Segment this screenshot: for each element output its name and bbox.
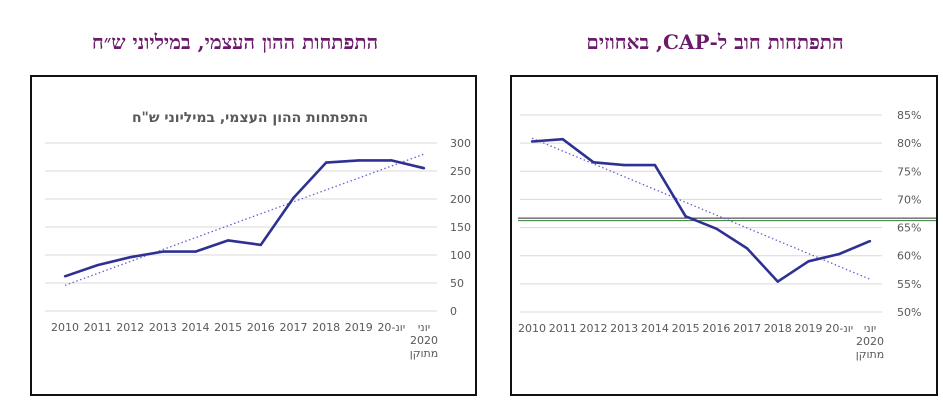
debt-x-tick-label: 2016	[702, 322, 730, 335]
equity-x-tick-label: יוני	[418, 321, 430, 334]
equity-y-tick-label: 300	[450, 137, 471, 150]
equity-x-tick-label: 2013	[149, 321, 177, 334]
equity-data-point	[161, 250, 165, 253]
equity-data-point	[226, 239, 230, 242]
equity-data-point	[422, 167, 426, 170]
debt-x-tick-label: 2015	[672, 322, 700, 335]
debt-y-tick-label: 85%	[897, 109, 921, 122]
debt-data-point	[745, 247, 749, 250]
equity-y-tick-label: 250	[450, 165, 471, 178]
equity-data-point	[324, 161, 328, 164]
debt-x-tick-label: 2019	[795, 322, 823, 335]
debt-y-tick-label: 75%	[897, 165, 921, 178]
debt-x-tick-label: 2011	[549, 322, 577, 335]
equity-x-tick-label: 2017	[279, 321, 307, 334]
equity-data-point	[259, 243, 263, 247]
equity-data-point	[390, 159, 393, 162]
equity-data-point	[357, 159, 360, 162]
equity-y-tick-label: 200	[450, 193, 471, 206]
debt-data-point	[838, 252, 841, 256]
equity-x-tick-label: 2011	[84, 321, 112, 334]
debt-x-tick-label: מתוקן	[856, 348, 885, 361]
equity-data-point	[96, 263, 99, 267]
debt-to-cap-heading: התפתחות חוב ל-CAP, באחוזים	[586, 30, 844, 54]
equity-chart: התפתחות ההון העצמי, במיליוני ש"ח 0 50 100 15…	[30, 75, 477, 396]
debt-y-tick-label: 55%	[897, 278, 921, 291]
equity-chart-svg: התפתחות ההון העצמי, במיליוני ש"ח 0 50 100 15…	[45, 110, 471, 360]
equity-x-tick-label: 2019	[345, 321, 373, 334]
debt-data-point	[807, 260, 810, 263]
debt-y-tick-label: 60%	[897, 250, 921, 263]
debt-y-tick-label: 70%	[897, 193, 921, 206]
equity-x-tick-label: יונ-20	[377, 321, 405, 334]
equity-y-tick-label: 150	[450, 221, 471, 234]
debt-data-point	[868, 239, 872, 243]
equity-x-tick-label: 2020	[410, 334, 438, 347]
debt-x-tick-label: 2017	[733, 322, 761, 335]
debt-to-cap-chart-svg: 50% 55% 60% 65% 70% 75% 80% 85% 2010 2011 2012 2013…	[518, 109, 936, 361]
debt-data-point	[776, 280, 780, 283]
equity-data-point	[194, 250, 197, 253]
debt-x-tick-label: יונ-20	[825, 322, 853, 335]
debt-x-tick-label: 2014	[641, 322, 669, 335]
debt-x-tick-label: 2013	[610, 322, 638, 335]
debt-data-point	[561, 138, 564, 141]
equity-x-tick-label: 2015	[214, 321, 242, 334]
equity-y-tick-label: 100	[450, 249, 471, 262]
equity-x-tick-label: 2010	[51, 321, 79, 334]
debt-x-tick-label: 2010	[518, 322, 546, 335]
equity-heading: התפתחות ההון העצמי, במיליוני ש״ח	[91, 30, 379, 54]
equity-x-tick-label: מתוקן	[410, 347, 439, 360]
debt-data-point	[622, 163, 626, 167]
debt-data-point	[592, 161, 595, 164]
debt-data-point	[653, 163, 657, 167]
debt-series-line	[531, 137, 871, 283]
equity-y-tick-label: 50	[450, 277, 464, 290]
debt-data-point	[715, 227, 718, 230]
debt-x-tick-label: 2018	[764, 322, 792, 335]
debt-x-tick-label: 2020	[856, 335, 884, 348]
equity-x-tick-label: 2018	[312, 321, 340, 334]
debt-y-tick-label: 65%	[897, 222, 921, 235]
equity-chart-title: התפתחות ההון העצמי, במיליוני ש"ח	[132, 110, 368, 126]
equity-data-point	[63, 275, 67, 278]
debt-to-cap-chart: 50% 55% 60% 65% 70% 75% 80% 85% 2010 2011 2012 2013…	[510, 75, 938, 396]
debt-y-tick-label: 50%	[897, 306, 921, 319]
debt-x-tick-label: 2012	[579, 322, 607, 335]
equity-data-point	[129, 256, 132, 259]
equity-series-line	[64, 159, 425, 278]
debt-data-point	[530, 140, 534, 143]
debt-data-point	[684, 215, 687, 218]
equity-x-tick-label: 2014	[182, 321, 210, 334]
equity-trendline	[64, 153, 425, 286]
equity-x-tick-label: 2016	[247, 321, 275, 334]
debt-x-tick-label: יוני	[864, 322, 876, 335]
debt-y-tick-label: 80%	[897, 137, 921, 150]
equity-y-tick-label: 0	[450, 305, 457, 318]
equity-data-point	[292, 196, 295, 200]
debt-trendline	[531, 137, 871, 280]
equity-x-tick-label: 2012	[116, 321, 144, 334]
